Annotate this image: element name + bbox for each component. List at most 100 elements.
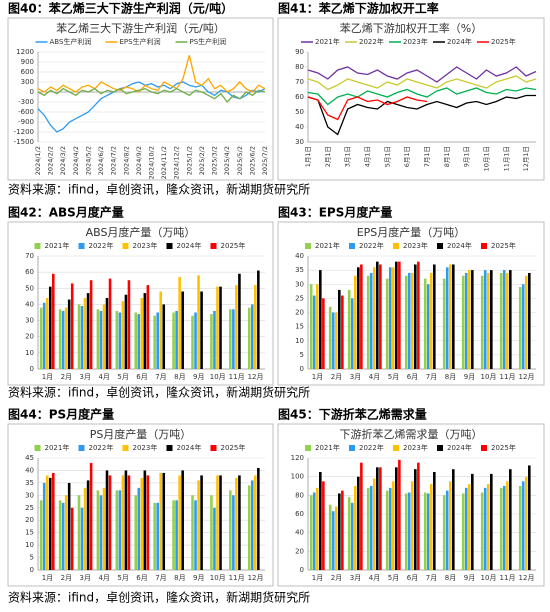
bar <box>194 500 197 570</box>
bar <box>309 495 313 570</box>
legend-label: 2023年 <box>133 443 158 452</box>
bar <box>369 486 373 570</box>
legend-label: 2024年 <box>447 443 472 452</box>
bar <box>471 473 474 570</box>
bar <box>524 476 528 570</box>
bar <box>417 261 420 369</box>
bar <box>480 492 484 570</box>
x-tick-label: 2月 <box>331 574 342 582</box>
bar <box>146 285 150 369</box>
legend-swatch <box>349 445 355 451</box>
x-tick-label: 2025/3/2 <box>211 146 219 175</box>
bar <box>490 473 493 570</box>
y-tick-label: 5 <box>30 554 34 562</box>
x-tick-label: 2024/9/2 <box>135 146 143 175</box>
x-tick-label: 8月 <box>445 373 456 381</box>
caption: 图43：EPS月度产量 <box>278 205 392 220</box>
bar <box>385 278 389 369</box>
bar <box>229 309 232 369</box>
x-tick-label: 3月 <box>80 574 91 582</box>
bar <box>213 507 216 570</box>
legend-swatch <box>305 445 311 451</box>
bar <box>121 475 125 570</box>
bar <box>178 276 181 369</box>
x-tick-label: 2024/7/2 <box>110 146 118 175</box>
y-tick-label: -1200 <box>14 128 34 136</box>
x-tick-label: 3月 <box>80 373 91 381</box>
bar <box>357 476 360 570</box>
x-tick-label: 8月 <box>174 373 185 381</box>
bar <box>124 294 128 369</box>
bar <box>338 493 341 570</box>
bar <box>213 310 216 369</box>
bar <box>134 495 138 570</box>
y-tick-label: 0 <box>30 566 34 574</box>
x-tick-label: 8月1日 <box>443 146 451 167</box>
bar <box>89 462 93 570</box>
bar <box>379 264 382 369</box>
series-line <box>307 94 536 136</box>
bar <box>331 312 335 369</box>
bar <box>521 481 525 570</box>
bar <box>423 278 427 369</box>
bar <box>528 465 531 570</box>
chart-frame <box>7 17 274 181</box>
x-tick-label: 5月 <box>117 373 128 381</box>
bar <box>483 487 487 570</box>
y-tick-label: 40 <box>25 466 34 474</box>
x-tick-label: 10月 <box>210 373 226 381</box>
legend-swatch <box>305 243 311 249</box>
bar <box>210 314 213 369</box>
bar <box>172 500 175 570</box>
bar <box>251 480 254 570</box>
bar <box>127 475 131 570</box>
series-line <box>307 75 537 91</box>
x-tick-label: 7月 <box>426 574 437 582</box>
bar <box>357 267 360 369</box>
bar <box>461 275 465 369</box>
x-tick-label: 5月 <box>388 373 399 381</box>
bar <box>385 490 389 570</box>
y-tick-label: 35 <box>295 266 304 274</box>
bar <box>102 304 106 369</box>
bar <box>407 272 411 369</box>
bar <box>480 275 484 369</box>
bar <box>509 270 512 369</box>
x-tick-label: 2月 <box>61 574 72 582</box>
bar <box>369 272 373 369</box>
bar <box>490 270 493 369</box>
bar <box>247 485 251 570</box>
legend-swatch <box>166 243 173 249</box>
bar <box>312 492 316 570</box>
x-tick-label: 1月 <box>42 574 53 582</box>
x-tick-label: 9月 <box>464 373 475 381</box>
x-tick-label: 8月 <box>174 574 185 582</box>
bar <box>426 284 430 369</box>
y-tick-label: 45 <box>25 454 34 462</box>
bar <box>471 270 474 369</box>
bar <box>178 475 181 570</box>
bar <box>464 272 468 369</box>
x-tick-label: 4月 <box>369 574 380 582</box>
bar <box>143 293 147 369</box>
y-tick-label: 300 <box>21 78 34 86</box>
bar <box>391 481 395 570</box>
legend-label: 2025年 <box>491 241 516 250</box>
bar <box>398 261 401 369</box>
chart-title: EPS月度产量（万吨） <box>357 225 466 239</box>
bar <box>39 307 43 369</box>
bar <box>410 272 414 369</box>
bar <box>229 490 232 570</box>
bar <box>232 495 235 570</box>
bar <box>509 469 512 570</box>
x-tick-label: 2024/3/2 <box>59 146 67 175</box>
y-tick-label: 25 <box>25 504 34 512</box>
bar <box>146 475 150 570</box>
legend-label: 2023年 <box>403 241 428 250</box>
bar <box>467 484 471 570</box>
bar <box>395 467 398 570</box>
bar <box>80 507 84 570</box>
x-tick-label: 3月 <box>350 373 361 381</box>
x-tick-label: 12月 <box>519 574 535 582</box>
y-tick-label: 50 <box>25 284 34 292</box>
